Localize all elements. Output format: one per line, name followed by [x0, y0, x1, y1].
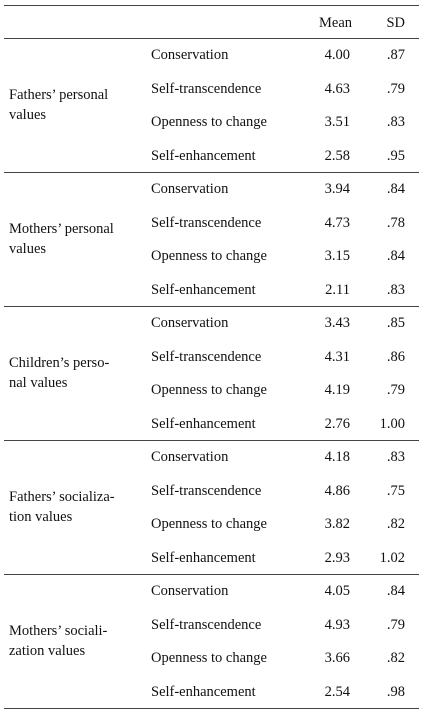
group-label: Children’s perso-: [9, 355, 110, 371]
group-label: nal values: [9, 375, 68, 391]
group-label: values: [9, 241, 47, 257]
group-label: Mothers’ sociali-: [9, 623, 108, 639]
mean: 4.73: [324, 214, 350, 231]
value-type: Self-transcendence: [151, 482, 262, 499]
value-type: Self-transcendence: [151, 80, 262, 97]
sd: .98: [386, 683, 405, 700]
value-type: Openness to change: [151, 516, 267, 532]
mean: 3.43: [324, 315, 350, 331]
sd: .82: [386, 650, 405, 666]
mean: 4.86: [324, 482, 350, 499]
sd: .83: [386, 114, 405, 130]
rule: [4, 574, 419, 575]
sd: 1.00: [379, 415, 405, 432]
column-header: SD: [386, 14, 405, 31]
value-type: Self-enhancement: [151, 147, 256, 164]
sd: 1.02: [379, 549, 405, 566]
mean: 4.93: [324, 616, 350, 633]
sd: .86: [386, 348, 405, 365]
value-type: Openness to change: [151, 114, 267, 130]
group-label: zation values: [9, 643, 86, 659]
group-label: Mothers’ personal: [9, 221, 114, 237]
value-type: Self-transcendence: [151, 616, 262, 633]
value-type: Openness to change: [151, 650, 267, 666]
sd: .84: [386, 248, 405, 264]
mean: 2.76: [324, 415, 350, 432]
mean: 3.66: [324, 650, 350, 666]
value-type: Self-enhancement: [151, 683, 256, 700]
value-type: Self-enhancement: [151, 549, 256, 566]
mean: 4.31: [324, 348, 350, 365]
value-type: Openness to change: [151, 248, 267, 264]
rule: [4, 440, 419, 441]
sd: .83: [386, 281, 405, 298]
rule: [4, 5, 419, 6]
group-label: Fathers’ personal: [9, 87, 109, 103]
rule: [4, 306, 419, 307]
mean: 3.94: [324, 181, 350, 197]
sd: .85: [386, 315, 405, 331]
sd: .78: [386, 214, 405, 231]
mean: 2.58: [324, 147, 350, 164]
sd: .87: [386, 47, 405, 63]
mean: 2.11: [325, 281, 350, 298]
sd: .75: [386, 482, 405, 499]
mean: 2.54: [324, 683, 350, 700]
sd: .79: [386, 382, 405, 398]
rule: [4, 172, 419, 173]
mean: 4.05: [324, 583, 350, 599]
value-type: Openness to change: [151, 382, 267, 398]
mean: 4.63: [324, 80, 350, 97]
sd: .79: [386, 80, 405, 97]
value-type: Conservation: [151, 181, 229, 197]
rule: [4, 38, 419, 39]
group-label: Fathers’ socializa-: [9, 489, 115, 505]
value-type: Self-enhancement: [151, 415, 256, 432]
sd: .83: [386, 449, 405, 465]
sd: .84: [386, 181, 405, 197]
sd: .95: [386, 147, 405, 164]
sd: .84: [386, 583, 405, 599]
column-header: Mean: [318, 14, 352, 31]
value-type: Self-transcendence: [151, 214, 262, 231]
value-type: Conservation: [151, 47, 229, 63]
group-label: values: [9, 107, 47, 123]
group-label: tion values: [9, 509, 73, 525]
sd: .79: [386, 616, 405, 633]
value-type: Conservation: [151, 315, 229, 331]
mean: 3.82: [324, 516, 350, 532]
value-type: Self-enhancement: [151, 281, 256, 298]
mean: 4.00: [324, 47, 350, 63]
mean: 4.18: [324, 449, 350, 465]
mean: 3.51: [324, 114, 350, 130]
mean: 4.19: [324, 382, 350, 398]
value-type: Conservation: [151, 449, 229, 465]
mean: 3.15: [324, 248, 350, 264]
mean: 2.93: [324, 549, 350, 566]
sd: .82: [386, 516, 405, 532]
rule: [4, 708, 419, 709]
value-type: Conservation: [151, 583, 229, 599]
value-type: Self-transcendence: [151, 348, 262, 365]
